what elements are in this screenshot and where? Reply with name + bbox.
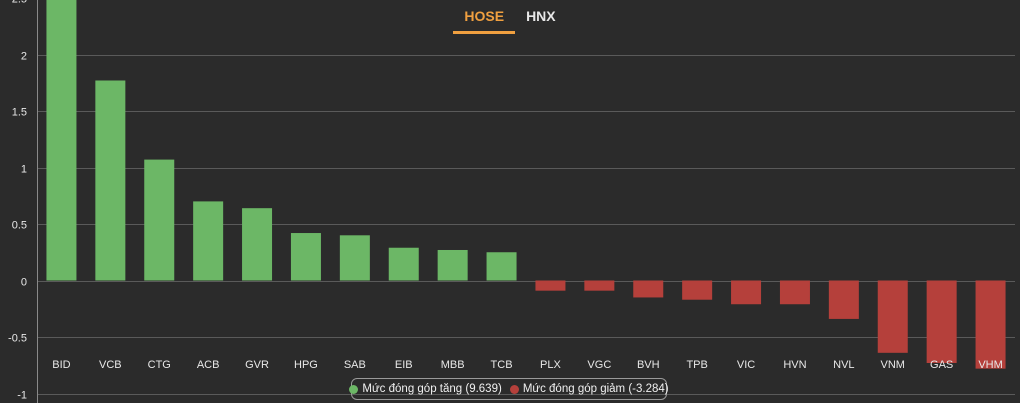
y-tick-label: -1 — [17, 390, 27, 402]
bar-vhm — [975, 280, 1006, 369]
y-tick-label: 1 — [21, 164, 27, 176]
x-tick-label: MBB — [441, 359, 465, 371]
x-tick-label: BID — [52, 359, 70, 371]
bar-gvr — [242, 208, 273, 281]
x-tick-label: HPG — [294, 359, 318, 371]
bar-mbb — [437, 249, 468, 281]
bar-gas — [926, 280, 957, 363]
bar-vgc — [584, 280, 615, 291]
tab-hose[interactable]: HOSE — [453, 6, 516, 34]
x-tick-label: CTG — [148, 359, 171, 371]
y-tick-label: 1.5 — [12, 107, 27, 119]
y-tick-label: 2 — [21, 51, 27, 63]
x-tick-label: VNM — [881, 359, 905, 371]
x-tick-label: SAB — [344, 359, 366, 371]
bar-ctg — [144, 159, 175, 281]
bar-tpb — [682, 280, 713, 300]
x-tick-label: TCB — [491, 359, 513, 371]
bar-nvl — [828, 280, 859, 319]
exchange-tabs: HOSE HNX — [0, 0, 1020, 34]
bar-acb — [193, 201, 224, 281]
bar-sab — [339, 235, 370, 281]
legend-item-negative[interactable]: Mức đóng góp giảm (-3.284) — [509, 383, 669, 395]
x-tick-label: EIB — [395, 359, 413, 371]
legend-label-positive: Mức đóng góp tăng (9.639) — [362, 383, 502, 395]
bar-eib — [388, 247, 419, 281]
x-tick-label: TPB — [686, 359, 707, 371]
x-tick-label: VGC — [587, 359, 611, 371]
x-tick-label: GAS — [930, 359, 953, 371]
tab-hnx[interactable]: HNX — [526, 8, 556, 24]
x-tick-label: BVH — [637, 359, 660, 371]
y-tick-label: 0 — [21, 277, 27, 289]
y-tick-label: 0.5 — [12, 220, 27, 232]
x-tick-label: HVN — [783, 359, 806, 371]
legend-item-positive[interactable]: Mức đóng góp tăng (9.639) — [349, 383, 502, 395]
y-tick-label: 2.5 — [12, 0, 27, 6]
x-tick-label: NVL — [833, 359, 854, 371]
legend-dot-negative — [509, 384, 519, 394]
chart-legend: Mức đóng góp tăng (9.639) Mức đóng góp g… — [349, 378, 669, 400]
x-tick-label: VCB — [99, 359, 122, 371]
x-tick-label: VIC — [737, 359, 755, 371]
bar-plx — [535, 280, 566, 291]
legend-dot-positive — [349, 384, 359, 394]
y-tick-label: -0.5 — [8, 333, 27, 345]
x-tick-label: ACB — [197, 359, 220, 371]
bar-vcb — [95, 80, 126, 281]
bar-tcb — [486, 252, 517, 281]
bar-hpg — [290, 233, 321, 281]
bar-hvn — [779, 280, 810, 305]
bar-bvh — [633, 280, 664, 298]
bar-vnm — [877, 280, 908, 353]
legend-label-negative: Mức đóng góp giảm (-3.284) — [522, 383, 669, 395]
x-tick-label: GVR — [245, 359, 269, 371]
bar-vic — [731, 280, 762, 305]
bar-bid — [46, 0, 77, 281]
x-tick-label: VHM — [978, 359, 1002, 371]
x-tick-label: PLX — [540, 359, 561, 371]
